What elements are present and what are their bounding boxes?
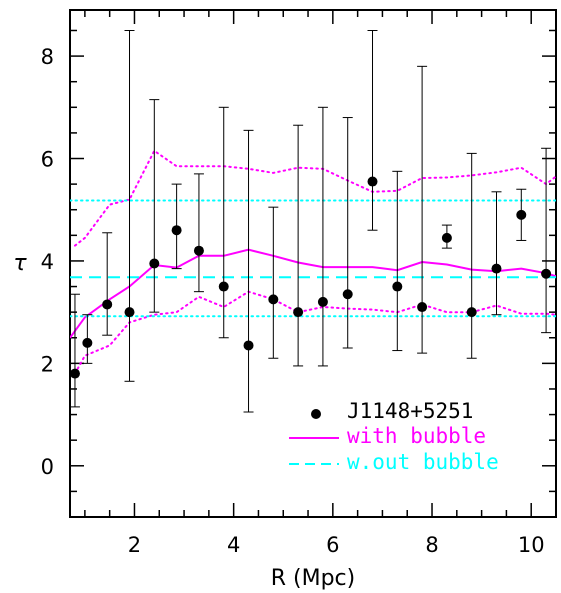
data-point bbox=[268, 294, 279, 305]
legend-label-without-bubble: w.out bubble bbox=[347, 450, 499, 474]
axis-tick-labels: 2 4 6 8 10 0 2 4 6 8 bbox=[41, 45, 545, 557]
data-point bbox=[392, 281, 403, 292]
plot-frame bbox=[69, 9, 557, 518]
data-point bbox=[69, 368, 80, 379]
legend: J1148+5251 with bubble w.out bubble bbox=[289, 399, 499, 474]
error-bars bbox=[69, 29, 552, 413]
data-point bbox=[193, 245, 204, 256]
data-point bbox=[342, 289, 353, 300]
legend-item-points: J1148+5251 bbox=[311, 399, 473, 423]
legend-label-with-bubble: with bubble bbox=[347, 424, 486, 448]
legend-item-without-bubble: w.out bubble bbox=[289, 450, 499, 474]
model-lines bbox=[70, 149, 556, 375]
y-tick-label: 6 bbox=[41, 148, 54, 172]
x-tick-label: 2 bbox=[128, 533, 141, 557]
y-tick-label: 0 bbox=[41, 455, 54, 479]
data-point bbox=[541, 268, 552, 279]
data-point bbox=[243, 340, 254, 351]
data-point bbox=[149, 258, 160, 269]
legend-item-with-bubble: with bubble bbox=[289, 424, 486, 448]
x-axis-title: R (Mpc) bbox=[271, 566, 356, 591]
axis-ticks bbox=[70, 10, 557, 518]
data-point bbox=[317, 296, 328, 307]
data-point bbox=[516, 209, 527, 220]
data-point bbox=[102, 299, 113, 310]
series-line-with-bubble bbox=[70, 248, 556, 339]
series-line-with-bubble-lower bbox=[74, 290, 556, 375]
x-tick-label: 4 bbox=[227, 533, 240, 557]
x-tick-label: 8 bbox=[425, 533, 438, 557]
data-point bbox=[171, 225, 182, 236]
legend-point-marker bbox=[311, 409, 321, 419]
plot-area: 2 4 6 8 10 0 2 4 6 8 bbox=[41, 9, 557, 557]
data-point bbox=[491, 263, 502, 274]
data-point bbox=[367, 176, 378, 187]
data-point bbox=[124, 307, 135, 318]
y-tick-label: 8 bbox=[41, 45, 54, 69]
data-point bbox=[466, 307, 477, 318]
data-point bbox=[293, 307, 304, 318]
y-tick-label: 4 bbox=[41, 250, 54, 274]
data-point bbox=[82, 337, 93, 348]
y-axis-title: τ bbox=[13, 251, 27, 276]
series-line-with-bubble-upper bbox=[74, 149, 556, 247]
data-point bbox=[441, 232, 452, 243]
data-points bbox=[69, 176, 552, 379]
y-tick-label: 2 bbox=[41, 352, 54, 376]
x-tick-label: 10 bbox=[518, 533, 545, 557]
x-tick-label: 6 bbox=[326, 533, 339, 557]
legend-label-points: J1148+5251 bbox=[347, 399, 473, 423]
data-point bbox=[417, 302, 428, 313]
data-point bbox=[218, 281, 229, 292]
